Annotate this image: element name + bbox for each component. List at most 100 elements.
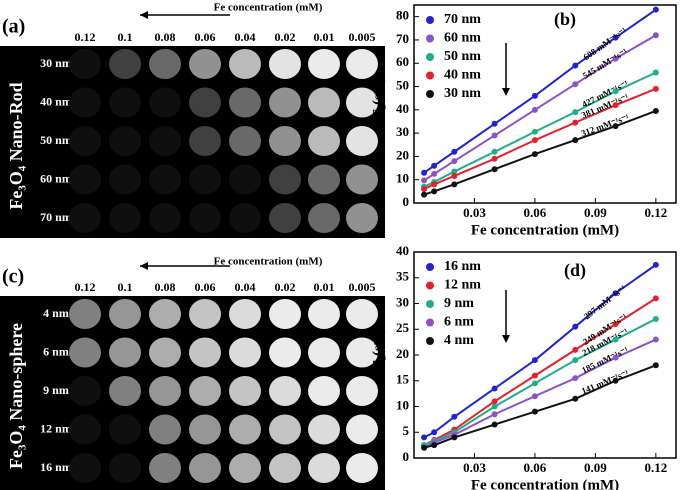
data-point	[531, 372, 538, 379]
legend-marker	[426, 300, 434, 308]
data-point	[531, 380, 538, 387]
x-tick-label: 0.09	[584, 205, 607, 220]
data-point	[491, 385, 498, 392]
concentration-label: 0.02	[275, 280, 296, 294]
x-tick-label: 0.09	[584, 460, 607, 475]
phantom-well	[109, 87, 141, 118]
legend-label: 40 nm	[444, 68, 481, 83]
data-point	[421, 177, 428, 184]
data-point	[612, 354, 619, 361]
phantom-well	[189, 337, 221, 368]
phantom-well	[109, 337, 141, 368]
legend-label: 4 nm	[444, 333, 474, 348]
concentration-label: 0.04	[235, 30, 256, 44]
legend-arrow-head	[502, 88, 510, 96]
phantom-well	[189, 414, 221, 445]
data-point	[491, 411, 498, 418]
data-point	[652, 32, 659, 39]
x-tick-label: 0.12	[644, 205, 667, 220]
phantom-well	[269, 414, 301, 445]
phantom-well	[189, 203, 221, 233]
size-label: 70 nm	[40, 210, 72, 224]
phantom-well	[308, 337, 340, 368]
data-point	[451, 172, 458, 179]
phantom-well	[308, 203, 340, 233]
size-label: 60 nm	[40, 171, 72, 185]
data-point	[572, 81, 579, 88]
phantom-well	[149, 49, 181, 79]
phantom-well	[229, 49, 261, 79]
data-point	[531, 357, 538, 364]
y-tick-label: 0	[403, 194, 410, 209]
data-point	[491, 398, 498, 405]
y-tick-label: 40	[396, 101, 409, 116]
data-point	[431, 188, 438, 195]
concentration-label: 0.12	[75, 30, 96, 44]
data-point	[421, 434, 428, 441]
phantom-well	[346, 414, 378, 445]
y-axis-label: 1/T₂(s⁻¹)	[370, 77, 386, 131]
phantom-well	[346, 299, 378, 329]
phantom-well	[109, 414, 141, 445]
phantom-well	[229, 126, 261, 156]
data-point	[531, 92, 538, 99]
phantom-well	[269, 299, 301, 329]
data-point	[531, 137, 538, 144]
phantom-well	[346, 376, 378, 406]
phantom-well	[346, 453, 378, 483]
y-tick-label: 35	[396, 269, 410, 284]
data-point	[421, 169, 428, 176]
y-tick-label: 5	[403, 423, 410, 438]
phantom-well	[189, 376, 221, 406]
panel-label: (d)	[564, 260, 586, 281]
panel-label: (b)	[554, 9, 576, 30]
y-tick-label: 30	[396, 294, 409, 309]
data-point	[652, 6, 659, 13]
data-point	[491, 421, 498, 428]
data-point	[612, 290, 619, 297]
data-point	[572, 62, 579, 69]
phantom-well	[346, 126, 378, 156]
legend-label: 60 nm	[444, 31, 481, 46]
legend-label: 12 nm	[444, 278, 481, 293]
axis-title: Fe concentration (mM)	[214, 2, 323, 14]
phantom-well	[269, 337, 301, 368]
series-line	[423, 71, 657, 188]
x-axis-label: Fe concentration (mM)	[471, 222, 619, 238]
phantom-well	[308, 49, 340, 79]
phantom-well	[149, 87, 181, 118]
data-point	[431, 442, 438, 449]
data-point	[652, 362, 659, 369]
data-point	[531, 151, 538, 158]
data-point	[451, 434, 458, 441]
phantom-well	[269, 87, 301, 118]
series-line	[423, 8, 657, 174]
y-tick-label: 10	[396, 171, 409, 186]
data-point	[652, 69, 659, 76]
data-point	[531, 128, 538, 135]
phantom-well	[269, 376, 301, 406]
phantom-well	[308, 376, 340, 406]
x-axis-label: Fe concentration (mM)	[471, 477, 619, 490]
phantom-well	[346, 49, 378, 79]
phantom-well	[109, 49, 141, 79]
data-point	[612, 102, 619, 109]
data-point	[652, 107, 659, 114]
data-point	[612, 336, 619, 343]
data-point	[431, 181, 438, 188]
concentration-label: 0.02	[275, 30, 296, 44]
legend-marker	[426, 337, 434, 345]
size-label: 30 nm	[40, 56, 72, 70]
phantom-well	[346, 164, 378, 195]
concentration-label: 0.01	[314, 280, 335, 294]
phantom-well	[69, 164, 101, 195]
series-line	[423, 338, 657, 449]
material-label: Fe₃O₄ Nano-Rod	[6, 82, 26, 209]
data-point	[652, 336, 659, 343]
data-point	[652, 85, 659, 92]
phantom-well	[149, 164, 181, 195]
size-label: 16 nm	[40, 460, 72, 474]
data-point	[531, 408, 538, 415]
phantom-well	[269, 49, 301, 79]
data-point	[652, 315, 659, 322]
